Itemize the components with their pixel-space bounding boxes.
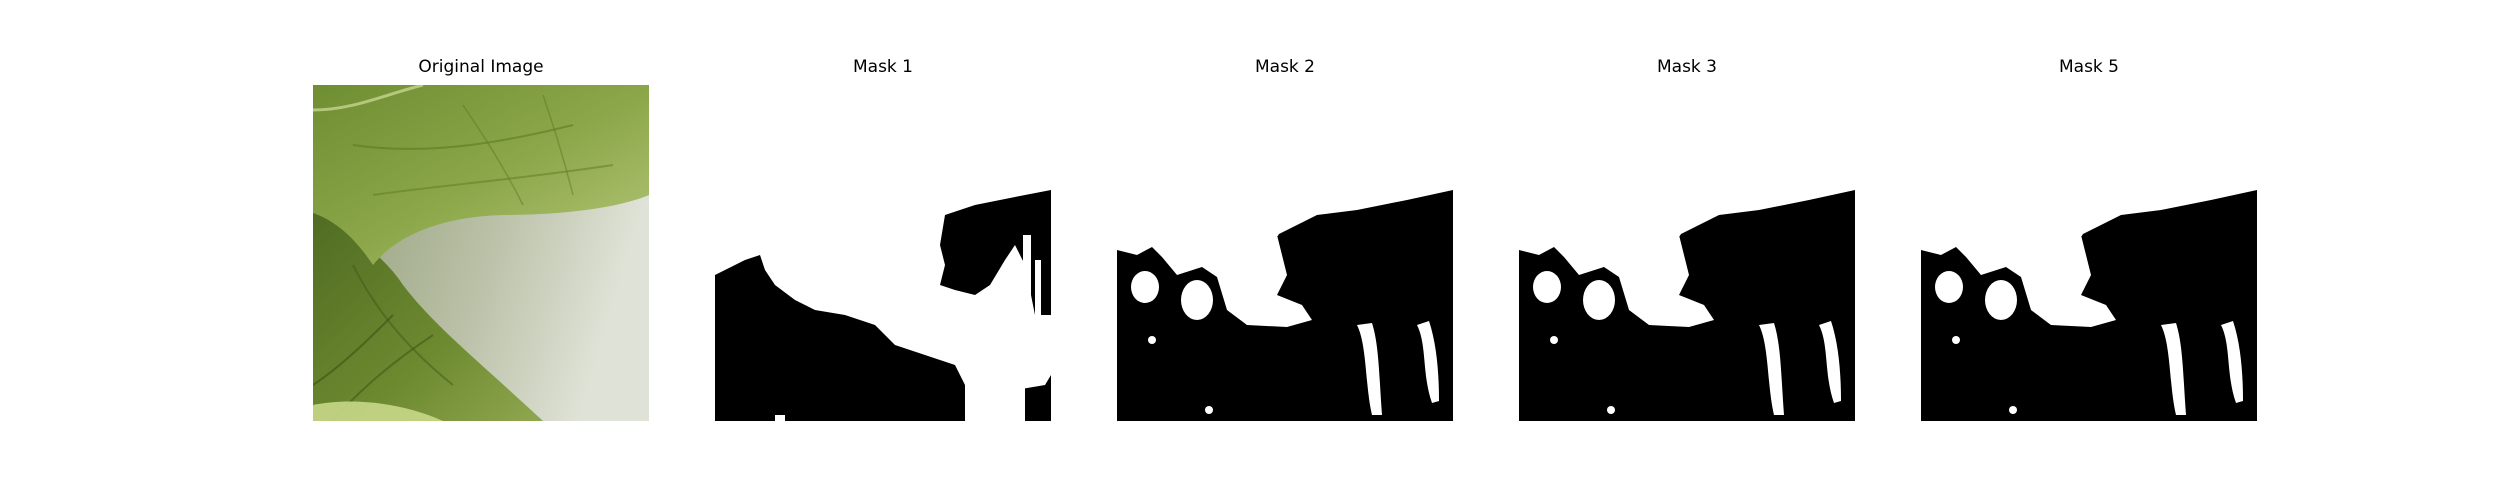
panel-title-mask-1: Mask 1 (852, 57, 913, 77)
leaf-photo-icon (313, 85, 649, 421)
panel-title-mask-5: Mask 5 (2058, 57, 2119, 77)
mask-2 (1117, 85, 1453, 421)
mask-3 (1519, 85, 1855, 421)
binary-mask-icon (1117, 85, 1453, 421)
panel-title-original: Original Image (418, 57, 544, 77)
binary-mask-icon (1519, 85, 1855, 421)
panel-title-mask-3: Mask 3 (1656, 57, 1717, 77)
mask-1 (715, 85, 1051, 421)
binary-mask-icon (1921, 85, 2257, 421)
panel-title-mask-2: Mask 2 (1254, 57, 1315, 77)
mask-5 (1921, 85, 2257, 421)
binary-mask-icon (715, 85, 1051, 421)
original-image (313, 85, 649, 421)
